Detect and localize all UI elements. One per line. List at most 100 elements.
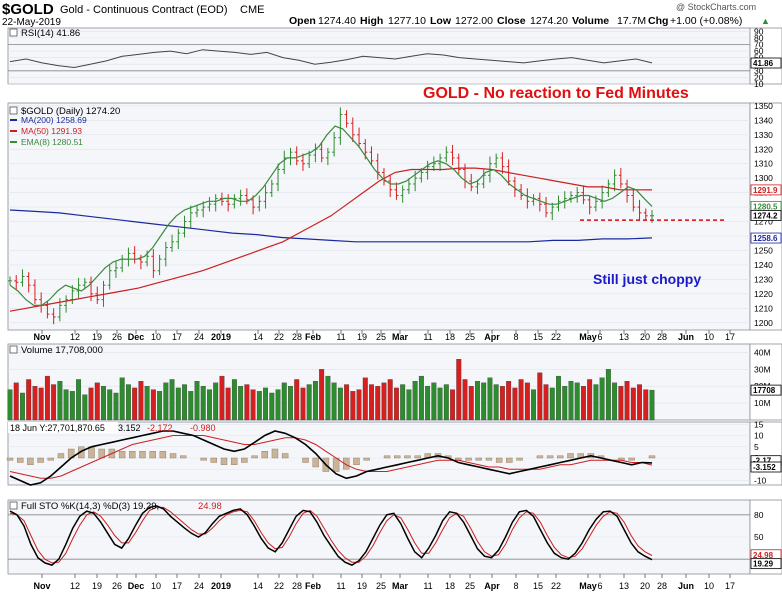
macd-histogram-bar [312, 457, 319, 468]
volume-bar [157, 391, 163, 421]
y-tick-label-price: 1270 [754, 217, 773, 227]
x-tick-label: 11 [336, 332, 345, 342]
macd-histogram-bar [200, 457, 207, 461]
volume-bar [393, 387, 399, 421]
volume-bar [63, 389, 69, 421]
macd-histogram-bar [230, 457, 238, 465]
value-badge-text-price: 1291.9 [753, 186, 778, 195]
x-tick-label: 12 [70, 332, 80, 342]
chg-up-arrow-icon: ▲ [761, 16, 770, 26]
x-tick-label: 25 [465, 581, 475, 591]
x-tick-label: 15 [533, 581, 543, 591]
volume-bar [150, 389, 156, 421]
x-tick-label: 17 [725, 332, 735, 342]
x-tick-label: 28 [292, 332, 302, 342]
y-tick-label-rsi: 30 [754, 66, 764, 76]
x-tick-label: 2019 [211, 332, 231, 342]
volume-bar [475, 381, 480, 421]
y-tick-label-macd: -10 [754, 476, 767, 486]
rsi-line [9, 49, 653, 69]
x-tick-label: Jun [678, 581, 694, 591]
value-badge-text-volume: 17708 [753, 386, 776, 395]
y-tick-label-macd: 10 [754, 431, 764, 441]
volume-bar [119, 377, 125, 421]
volume-bar [250, 389, 256, 421]
volume-bar [369, 384, 374, 421]
volume-bar [269, 392, 275, 421]
y-tick-label-price: 1350 [754, 101, 773, 111]
macd-histogram-bar [6, 457, 14, 461]
volume-bar [468, 386, 474, 421]
volume-bar [350, 391, 356, 421]
volume-label: Volume [572, 15, 609, 27]
x-tick-label: May [579, 581, 597, 591]
macd-histogram-bar [394, 455, 401, 459]
volume-bar [618, 386, 624, 421]
x-tick-label: 11 [423, 581, 432, 591]
panels [7, 27, 782, 575]
x-tick-label: Dec [128, 581, 145, 591]
macd-value-3: -0.980 [190, 423, 216, 433]
symbol: $GOLD [2, 1, 54, 18]
volume-bar [13, 382, 19, 421]
x-tick-label: 25 [376, 332, 386, 342]
y-tick-label-sto: 80 [754, 510, 764, 520]
y-tick-label-macd: 5 [754, 442, 759, 452]
close-value: 1274.20 [530, 15, 568, 27]
volume-bar [138, 381, 144, 421]
volume-bar [493, 384, 499, 421]
x-tick-label: 10 [704, 581, 714, 591]
price-label: $GOLD (Daily) 1274.20 [21, 106, 120, 117]
volume-bar [400, 384, 406, 421]
x-tick-label: 20 [640, 581, 650, 591]
volume-bar [605, 369, 611, 421]
x-tick-label: 19 [357, 332, 367, 342]
volume-bar [587, 379, 593, 421]
volume-bar [518, 379, 524, 421]
rsi-label: RSI(14) 41.86 [21, 28, 80, 39]
x-tick-label: 6 [597, 581, 602, 591]
panel-price [7, 102, 751, 331]
high-label: High [360, 15, 383, 27]
macd-histogram-bar [404, 455, 411, 459]
x-tick-label: 19 [357, 581, 367, 591]
volume-bar [624, 381, 630, 421]
y-tick-label-price: 1200 [754, 318, 773, 328]
volume-bar [362, 377, 368, 421]
macd-histogram-bar [271, 448, 279, 459]
x-tick-label: 20 [640, 332, 650, 342]
volume-bar [481, 382, 487, 421]
x-tick-label: Feb [305, 332, 322, 342]
volume-bar [387, 379, 393, 421]
macd-histogram-bar [139, 451, 146, 459]
y-tick-label-volume: 10M [754, 398, 771, 408]
volume-bar [300, 387, 306, 421]
x-tick-label: 28 [657, 581, 667, 591]
annotation-choppy: Still just choppy [593, 271, 701, 287]
volume-bar [219, 375, 225, 421]
volume-bar [406, 389, 412, 421]
x-tick-label: 10 [151, 332, 161, 342]
volume-bar [319, 369, 325, 421]
y-tick-label-rsi: 60 [754, 46, 764, 56]
volume-bar [580, 386, 586, 421]
y-tick-label-rsi: 20 [754, 72, 764, 82]
macd-value-2: -2.172 [147, 423, 173, 433]
panel-rsi [7, 27, 751, 85]
volume-bar [101, 386, 106, 421]
volume-bar [163, 382, 169, 421]
value-badge-price [750, 184, 782, 196]
panel-labels: RSI(14) 41.86 $GOLD (Daily) 1274.20 MA(2… [8, 28, 222, 512]
x-tick-label: 12 [70, 581, 80, 591]
x-tick-label: 2019 [211, 581, 231, 591]
value-badge-text-macd: -3.152 [753, 463, 776, 472]
macd-histogram-bar [220, 457, 228, 465]
volume-bar [125, 384, 131, 421]
value-badge-text-rsi: 41.86 [753, 59, 774, 68]
x-tick-label: 17 [725, 581, 735, 591]
value-badge-volume [750, 384, 782, 396]
y-tick-label-sto: 50 [754, 532, 764, 542]
value-badge-rsi [750, 57, 782, 69]
low-label: Low [430, 15, 452, 27]
chart-header: $GOLD Gold - Continuous Contract (EOD) C… [2, 1, 770, 28]
